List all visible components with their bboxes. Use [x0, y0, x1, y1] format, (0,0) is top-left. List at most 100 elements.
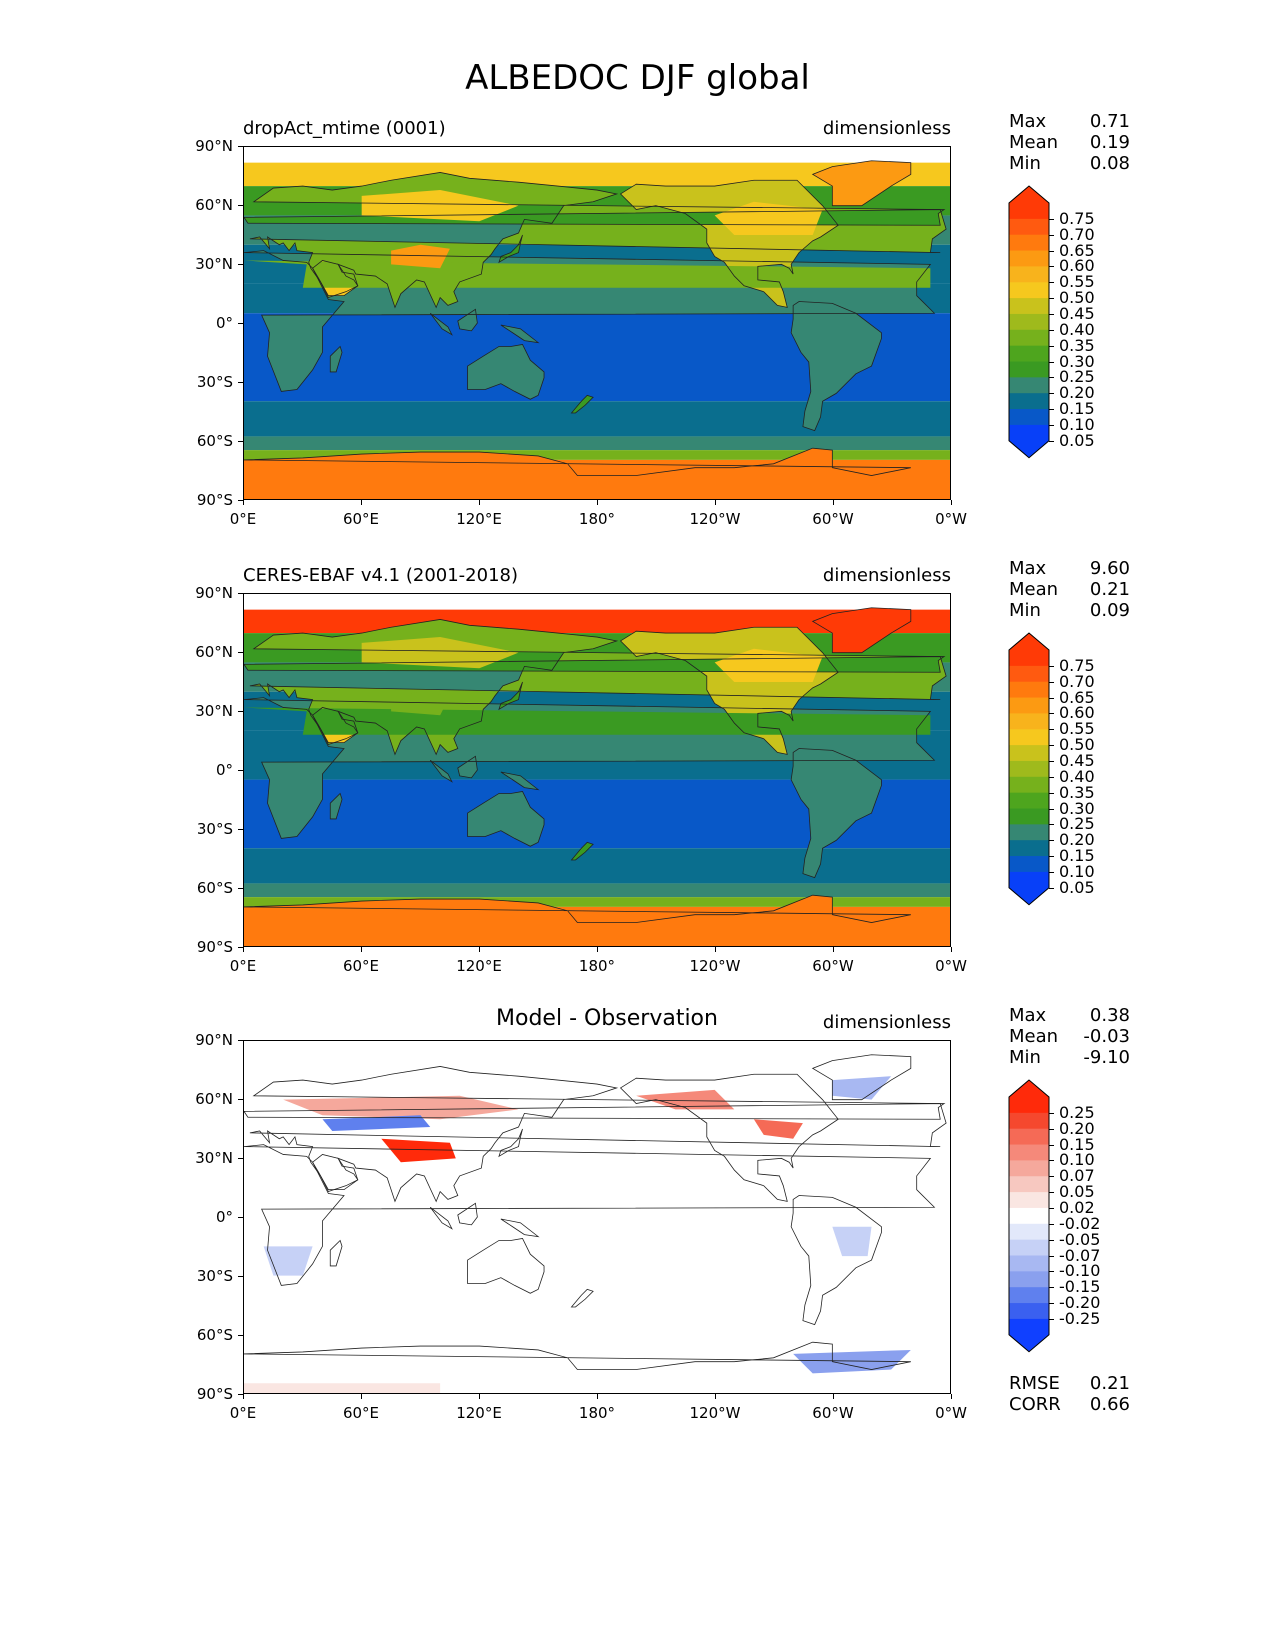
lat-tick-label: 30°S — [196, 1267, 233, 1285]
coastline-newzealand — [570, 1288, 594, 1308]
land-fill-sumatra — [430, 760, 452, 782]
land-fill-samerica — [791, 301, 882, 431]
stat-min-value: 0.09 — [1089, 600, 1130, 621]
coastline-namerica — [619, 1073, 839, 1202]
coastline-madagascar — [329, 1239, 343, 1267]
land-fill-newguinea — [500, 771, 539, 790]
coastline-australia — [467, 1238, 545, 1294]
colorbar-tick — [1049, 266, 1054, 268]
lat-tick — [238, 1276, 243, 1277]
lon-tick — [951, 1394, 952, 1399]
colorbar-segment — [1009, 792, 1049, 809]
colorbar-segment — [1009, 650, 1049, 667]
stat-mean-label: Mean — [1009, 132, 1059, 153]
coastline-sumatra — [429, 1206, 453, 1230]
colorbar-tick — [1049, 681, 1054, 683]
coastline-samerica — [790, 1195, 882, 1326]
colorbar-tick — [1049, 313, 1054, 315]
colorbar-segment — [1009, 1207, 1049, 1225]
colorbar-segment — [1009, 1192, 1049, 1209]
lon-tick — [715, 500, 716, 505]
coastline-borneo — [457, 308, 478, 332]
colorbar-tick-label: 0.50 — [1059, 735, 1095, 755]
lon-tick — [479, 1394, 480, 1399]
stat-max-label: Max — [1009, 558, 1047, 579]
colorbar-tick — [1049, 1207, 1054, 1209]
colorbar-tick — [1049, 361, 1054, 363]
colorbar-tick-label: -0.20 — [1059, 1293, 1101, 1313]
colorbar-tick-label: 0.15 — [1059, 846, 1095, 866]
coastline-africa — [244, 697, 936, 839]
lon-tick-label: 60°E — [342, 1404, 380, 1422]
colorbar-tick — [1049, 250, 1054, 252]
lon-tick-label: 0°W — [935, 1404, 967, 1422]
coastline-madagascar — [329, 345, 343, 373]
lon-tick-label: 120°W — [689, 1404, 741, 1422]
coastline-arabia — [312, 1154, 359, 1191]
colorbar-segment — [1009, 1144, 1049, 1161]
colorbar-tick-label: 0.60 — [1059, 256, 1095, 276]
lon-tick-label: 0°E — [229, 957, 257, 975]
diff-patch — [832, 1226, 872, 1257]
lon-tick-label: 180° — [578, 1404, 616, 1422]
land-fill-newguinea — [500, 324, 539, 343]
lat-tick-label: 60°N — [195, 1090, 233, 1108]
panel-title: CERES-EBAF v4.1 (2001-2018) — [243, 565, 519, 586]
colorbar-tick-label: 0.10 — [1059, 414, 1095, 434]
coastline-japan — [498, 234, 523, 264]
coastline-newguinea — [500, 1218, 540, 1238]
colorbar-tick — [1049, 345, 1054, 347]
lon-tick-label: 60°E — [342, 957, 380, 975]
coastline-greenland — [811, 607, 912, 654]
diff-patch — [283, 1095, 519, 1120]
land-fill-samerica — [791, 748, 882, 878]
colorbar-extend-max — [1009, 186, 1049, 203]
coastline-antarctica — [244, 447, 911, 476]
colorbar-tick-label: 0.25 — [1059, 1102, 1095, 1122]
coastline-borneo — [457, 1202, 478, 1226]
colorbar-tick — [1049, 1318, 1054, 1320]
colorbar-tick-label: 0.45 — [1059, 303, 1095, 323]
colorbar-tick — [1049, 665, 1054, 667]
land-fill-newzealand — [571, 842, 594, 860]
colorbar-segment — [1009, 266, 1049, 283]
colorbar-tick — [1049, 1112, 1054, 1114]
lat-tick — [238, 1217, 243, 1218]
colorbar-tick-label: 0.05 — [1059, 430, 1095, 450]
colorbar-tick-label: 0.25 — [1059, 367, 1095, 387]
colorbar-tick — [1049, 329, 1054, 331]
lat-tick — [238, 652, 243, 653]
colorbar-segment — [1009, 361, 1049, 378]
lat-tick — [238, 1158, 243, 1159]
panel-diff-colorbar — [1008, 1079, 1050, 1353]
colorbar-tick-label: -0.02 — [1059, 1213, 1101, 1233]
colorbar-segment — [1009, 745, 1049, 762]
coastline-newzealand — [570, 394, 594, 414]
colorbar-tick-label: 0.55 — [1059, 272, 1095, 292]
colorbar-tick-label: 0.60 — [1059, 703, 1095, 723]
lat-tick-label: 60°S — [196, 1326, 233, 1344]
colorbar-tick — [1049, 393, 1054, 395]
lat-tick — [238, 1394, 243, 1395]
lon-tick — [243, 1394, 244, 1399]
land-fill-madagascar — [330, 793, 343, 819]
lat-tick — [238, 1335, 243, 1336]
land-fill-australia — [467, 344, 545, 400]
lat-tick — [238, 264, 243, 265]
colorbar-tick-label: 0.10 — [1059, 861, 1095, 881]
coastline-newguinea — [500, 771, 540, 791]
coastline-namerica — [619, 626, 839, 755]
coastline-newzealand — [570, 841, 594, 861]
map-canvas — [244, 1041, 950, 1393]
lat-tick-label: 30°N — [195, 702, 233, 720]
colorbar-tick-label: -0.05 — [1059, 1229, 1101, 1249]
lon-tick — [361, 1394, 362, 1399]
panel-title: Model - Observation — [496, 1006, 718, 1031]
colorbar-tick-label: 0.40 — [1059, 319, 1095, 339]
stat-max-label: Max — [1009, 1005, 1047, 1026]
coastline-greenland — [811, 160, 912, 207]
colorbar-tick — [1049, 792, 1054, 794]
colorbar-tick — [1049, 1255, 1054, 1257]
stat-min-label: Min — [1009, 153, 1041, 174]
stat-min-label: Min — [1009, 1047, 1041, 1068]
